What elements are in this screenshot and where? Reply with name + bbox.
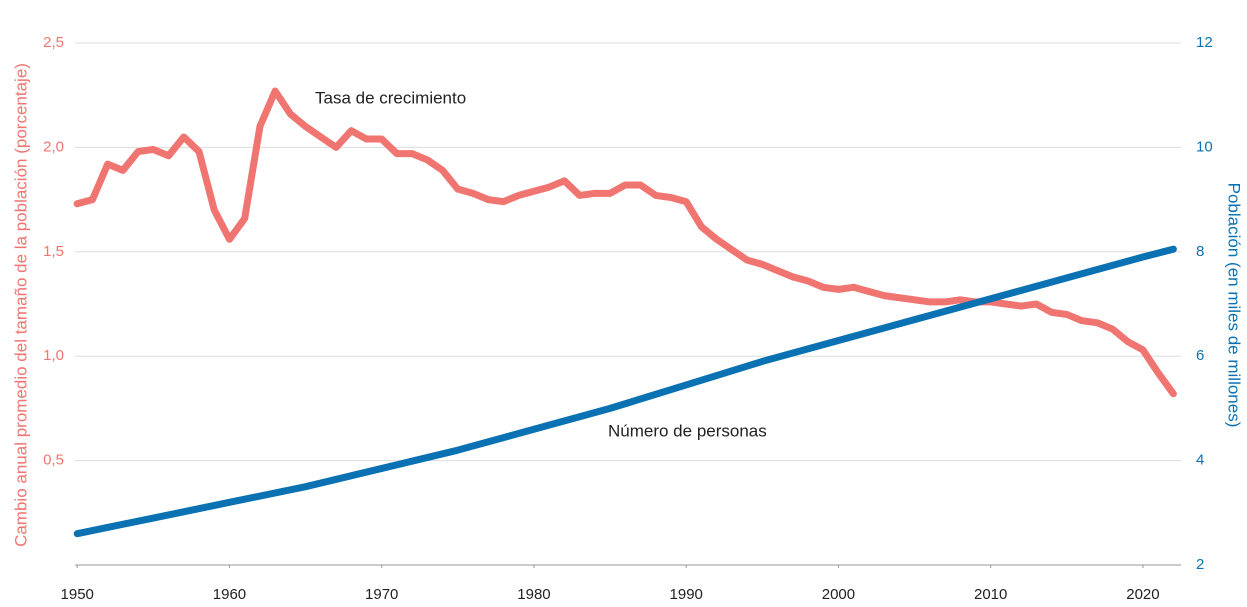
y-tick-label: 2,0 (43, 138, 64, 155)
y2-tick-label: 6 (1196, 347, 1204, 364)
y-tick-label: 2,5 (43, 34, 64, 51)
y2-tick-label: 8 (1196, 243, 1204, 260)
y2-tick-label: 4 (1196, 452, 1204, 469)
x-tick-label: 2000 (822, 586, 855, 603)
x-tick-label: 2010 (974, 586, 1007, 603)
y-tick-label: 1,5 (43, 243, 64, 260)
x-tick-label: 1980 (517, 586, 550, 603)
series-line (73, 245, 1177, 538)
y2-axis-label: Población (en miles de millones) (1225, 183, 1244, 428)
y2-tick-label: 10 (1196, 138, 1213, 155)
annotation: Tasa de crecimiento (315, 88, 466, 107)
y2-tick-label: 12 (1196, 34, 1213, 51)
y-tick-label: 1,0 (43, 347, 64, 364)
x-tick-label: 1960 (213, 586, 246, 603)
y2-tick-label: 2 (1196, 556, 1204, 573)
x-tick-label: 1990 (670, 586, 703, 603)
x-tick-label: 2020 (1126, 586, 1159, 603)
series-line (73, 87, 1177, 398)
x-tick-label: 1970 (365, 586, 398, 603)
annotation: Número de personas (608, 421, 767, 440)
y-axis-label: Cambio anual promedio del tamaño de la p… (11, 63, 30, 547)
y-tick-label: 0,5 (43, 452, 64, 469)
x-tick-label: 1950 (61, 586, 94, 603)
